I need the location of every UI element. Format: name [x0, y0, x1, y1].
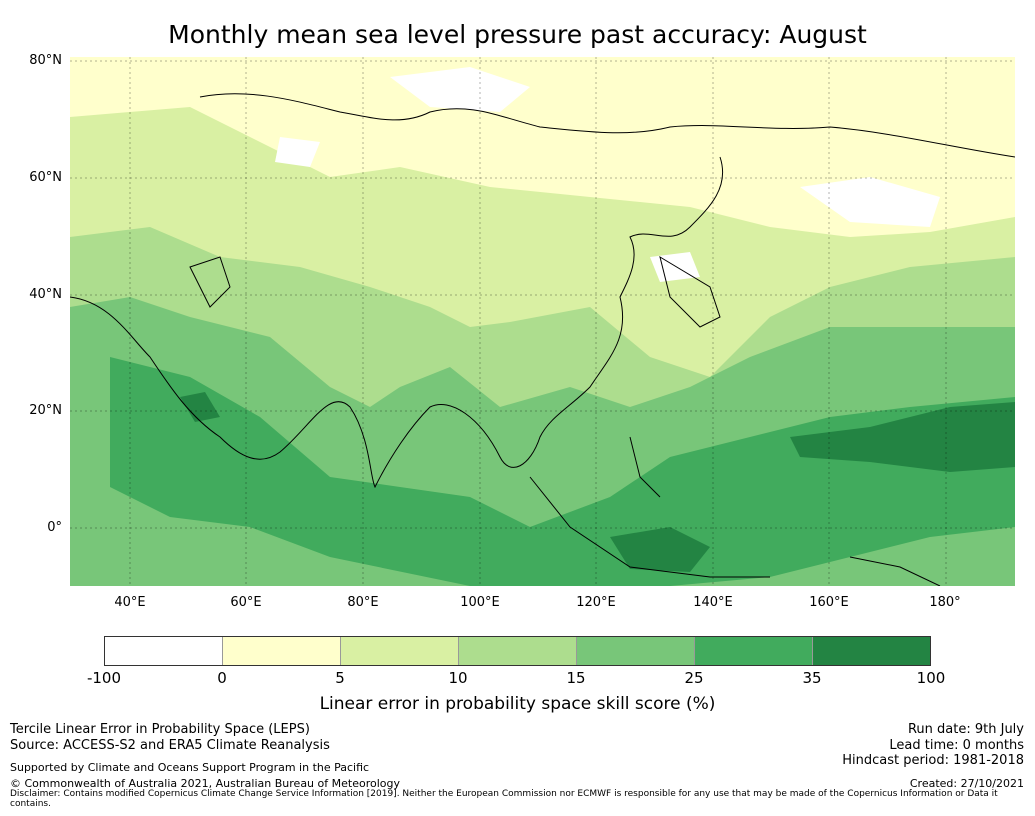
colorbar-swatch-7 [813, 637, 930, 665]
lon-label-40e: 40°E [114, 595, 146, 610]
skill-band-neg-c [275, 137, 320, 167]
footer-method: Tercile Linear Error in Probability Spac… [10, 722, 310, 737]
lat-label-0: 0° [47, 520, 62, 535]
lon-label-80e: 80°E [347, 595, 379, 610]
footer-copyright: © Commonwealth of Australia 2021, Austra… [10, 777, 400, 790]
colorbar [104, 636, 931, 666]
lon-label-160e: 160°E [809, 595, 849, 610]
colorbar-tick: 15 [566, 669, 586, 687]
colorbar-tick: 100 [916, 669, 946, 687]
lon-label-60e: 60°E [230, 595, 262, 610]
skill-band-35-100-c [180, 392, 220, 422]
colorbar-tick: 5 [335, 669, 345, 687]
colorbar-swatch-1 [105, 637, 223, 665]
footer-hindcast-period: Hindcast period: 1981-2018 [842, 753, 1024, 768]
skill-band-25-35 [110, 357, 1015, 586]
colorbar-swatch-6 [695, 637, 813, 665]
lon-label-120e: 120°E [576, 595, 616, 610]
coastlines [70, 93, 1015, 586]
footer-run-date: Run date: 9th July [907, 722, 1024, 737]
colorbar-swatch-5 [577, 637, 695, 665]
colorbar-swatch-4 [459, 637, 577, 665]
colorbar-tick: 25 [684, 669, 704, 687]
skill-band-35-100 [790, 402, 1015, 472]
colorbar-label: Linear error in probability space skill … [319, 694, 716, 714]
graticule [70, 57, 1015, 586]
footer-support: Supported by Climate and Oceans Support … [10, 761, 370, 774]
colorbar-swatch-2 [223, 637, 341, 665]
colorbar-tick: 35 [802, 669, 822, 687]
skill-band-neg-d [650, 252, 700, 282]
footer-source: Source: ACCESS-S2 and ERA5 Climate Reana… [10, 738, 330, 753]
lat-label-40n: 40°N [29, 287, 62, 302]
lon-label-100e: 100°E [460, 595, 500, 610]
skill-map [70, 57, 1015, 586]
colorbar-tick: -100 [86, 669, 122, 687]
lon-label-180: 180° [929, 595, 961, 610]
map-title: Monthly mean sea level pressure past acc… [168, 20, 867, 49]
colorbar-swatch-3 [341, 637, 459, 665]
footer-disclaimer: Disclaimer: Contains modified Copernicus… [10, 789, 998, 809]
footer-created: Created: 27/10/2021 [909, 777, 1024, 790]
lat-label-20n: 20°N [29, 403, 62, 418]
skill-band-35-100-b [610, 527, 710, 572]
footer-lead-time: Lead time: 0 months [889, 738, 1024, 753]
skill-band-neg-a [390, 67, 530, 112]
lat-label-80n: 80°N [29, 53, 62, 68]
lon-label-140e: 140°E [693, 595, 733, 610]
colorbar-tick: 10 [448, 669, 468, 687]
lat-label-60n: 60°N [29, 170, 62, 185]
skill-map-canvas [70, 57, 1015, 586]
colorbar-tick: 0 [217, 669, 227, 687]
skill-band-neg-b [800, 177, 940, 227]
